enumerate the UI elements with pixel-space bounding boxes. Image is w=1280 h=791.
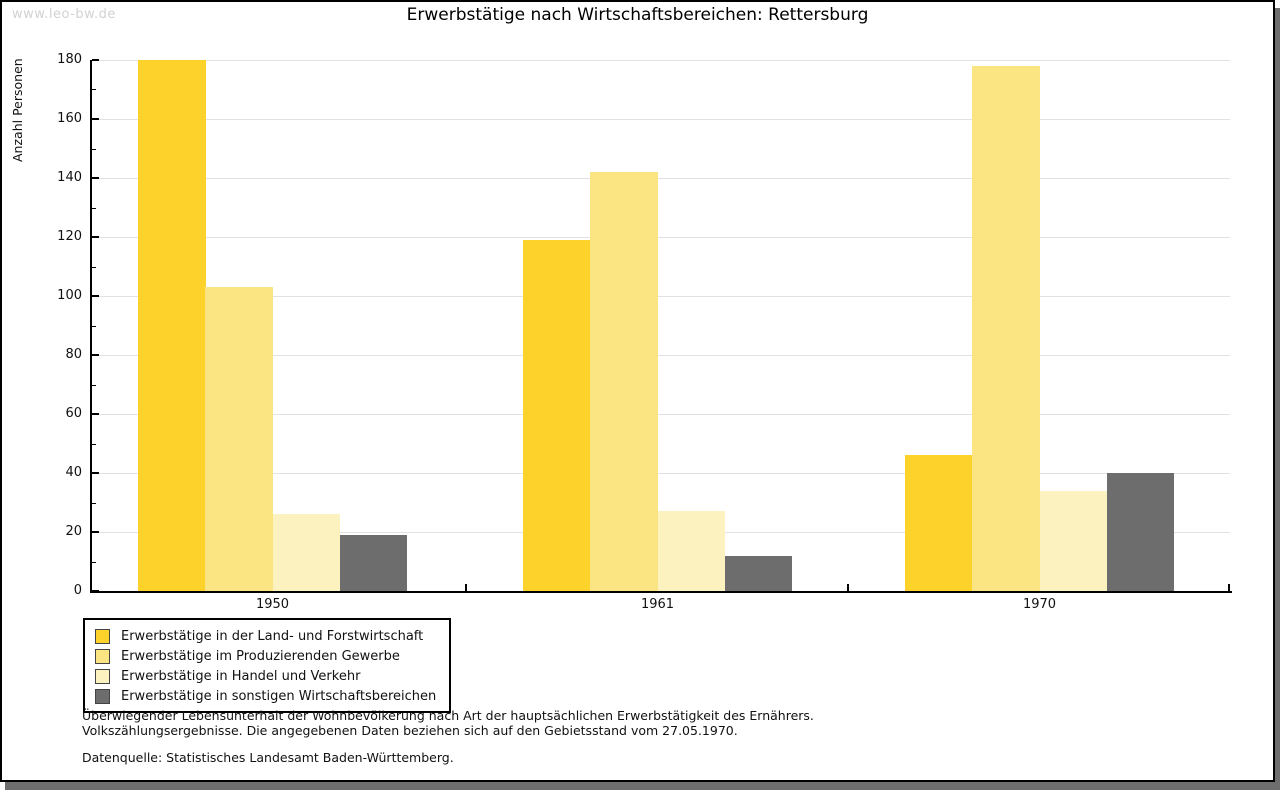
plot-area: 0 20 40 60 80 100 120 140 160 180 1950 1961 1970 bbox=[2, 2, 1273, 780]
y-axis-line bbox=[90, 60, 92, 593]
x-tick-3 bbox=[1228, 584, 1230, 591]
y-minor-tick-150 bbox=[92, 149, 96, 150]
gridline-y-160 bbox=[92, 119, 1230, 120]
y-tick-60 bbox=[92, 413, 99, 415]
y-tick-label-180: 180 bbox=[57, 52, 82, 67]
bar-1970-series-2 bbox=[972, 65, 1040, 591]
legend-item-3: Erwerbstätige in Handel und Verkehr bbox=[93, 666, 441, 686]
bar-1961-series-2 bbox=[590, 172, 658, 591]
y-tick-160 bbox=[92, 118, 99, 120]
y-minor-tick-130 bbox=[92, 208, 96, 209]
x-axis-line bbox=[90, 591, 1232, 593]
y-minor-tick-50 bbox=[92, 444, 96, 445]
x-category-label-1970: 1970 bbox=[1022, 597, 1057, 612]
legend-label-4: Erwerbstätige in sonstigen Wirtschaftsbe… bbox=[121, 688, 437, 704]
x-tick-2 bbox=[847, 584, 849, 591]
legend-item-2: Erwerbstätige im Produzierenden Gewerbe bbox=[93, 646, 441, 666]
legend-swatch-3 bbox=[95, 668, 110, 684]
y-tick-40 bbox=[92, 472, 99, 474]
gridline-y-100 bbox=[92, 296, 1230, 297]
bar-1950-series-3 bbox=[272, 514, 340, 591]
legend-item-1: Erwerbstätige in der Land- und Forstwirt… bbox=[93, 626, 441, 646]
footnote-text: Überwiegender Lebensunterhalt der Wohnbe… bbox=[82, 708, 814, 738]
y-minor-tick-30 bbox=[92, 503, 96, 504]
gridline-y-180 bbox=[92, 60, 1230, 61]
data-source: Datenquelle: Statistisches Landesamt Bad… bbox=[82, 750, 454, 765]
y-tick-label-20: 20 bbox=[65, 524, 82, 539]
gridline-y-80 bbox=[92, 355, 1230, 356]
chart-title: Erwerbstätige nach Wirtschaftsbereichen:… bbox=[406, 5, 869, 25]
legend-swatch-4 bbox=[95, 688, 110, 704]
x-category-label-1961: 1961 bbox=[640, 597, 675, 612]
gridline-y-140 bbox=[92, 178, 1230, 179]
y-minor-tick-10 bbox=[92, 562, 96, 563]
gridline-y-40 bbox=[92, 473, 1230, 474]
y-tick-120 bbox=[92, 236, 99, 238]
y-tick-label-80: 80 bbox=[65, 347, 82, 362]
legend-swatch-1 bbox=[95, 628, 110, 644]
bar-1961-series-4 bbox=[724, 555, 793, 591]
footnote-line-2: Volkszählungsergebnisse. Die angegebenen… bbox=[82, 723, 738, 738]
y-tick-label-100: 100 bbox=[57, 288, 82, 303]
legend-item-4: Erwerbstätige in sonstigen Wirtschaftsbe… bbox=[93, 686, 441, 706]
bar-1961-series-3 bbox=[657, 511, 725, 591]
y-tick-label-60: 60 bbox=[65, 406, 82, 421]
y-minor-tick-110 bbox=[92, 267, 96, 268]
y-tick-label-0: 0 bbox=[73, 583, 82, 598]
y-tick-140 bbox=[92, 177, 99, 179]
legend: Erwerbstätige in der Land- und Forstwirt… bbox=[83, 618, 451, 713]
footnote-line-1: Überwiegender Lebensunterhalt der Wohnbe… bbox=[82, 708, 814, 723]
x-tick-1 bbox=[465, 584, 467, 591]
bar-1961-series-1 bbox=[523, 239, 591, 591]
x-category-label-1950: 1950 bbox=[255, 597, 290, 612]
y-tick-180 bbox=[92, 59, 99, 61]
legend-label-1: Erwerbstätige in der Land- und Forstwirt… bbox=[121, 628, 424, 644]
bar-1970-series-1 bbox=[905, 455, 973, 591]
bar-1970-series-3 bbox=[1039, 490, 1107, 591]
y-minor-tick-90 bbox=[92, 326, 96, 327]
legend-swatch-2 bbox=[95, 648, 110, 664]
y-tick-100 bbox=[92, 295, 99, 297]
watermark: www.leo-bw.de bbox=[12, 7, 116, 22]
y-tick-label-140: 140 bbox=[57, 170, 82, 185]
gridline-y-60 bbox=[92, 414, 1230, 415]
y-tick-80 bbox=[92, 354, 99, 356]
bar-1950-series-4 bbox=[339, 534, 408, 591]
y-minor-tick-170 bbox=[92, 89, 96, 90]
bar-1950-series-2 bbox=[205, 287, 273, 591]
y-tick-label-120: 120 bbox=[57, 229, 82, 244]
bar-1970-series-4 bbox=[1106, 473, 1175, 591]
y-tick-label-40: 40 bbox=[65, 465, 82, 480]
legend-label-3: Erwerbstätige in Handel und Verkehr bbox=[121, 668, 361, 684]
y-minor-tick-70 bbox=[92, 385, 96, 386]
y-tick-20 bbox=[92, 531, 99, 533]
y-tick-label-160: 160 bbox=[57, 111, 82, 126]
legend-label-2: Erwerbstätige im Produzierenden Gewerbe bbox=[121, 648, 400, 664]
bar-1950-series-1 bbox=[138, 60, 206, 591]
gridline-y-120 bbox=[92, 237, 1230, 238]
